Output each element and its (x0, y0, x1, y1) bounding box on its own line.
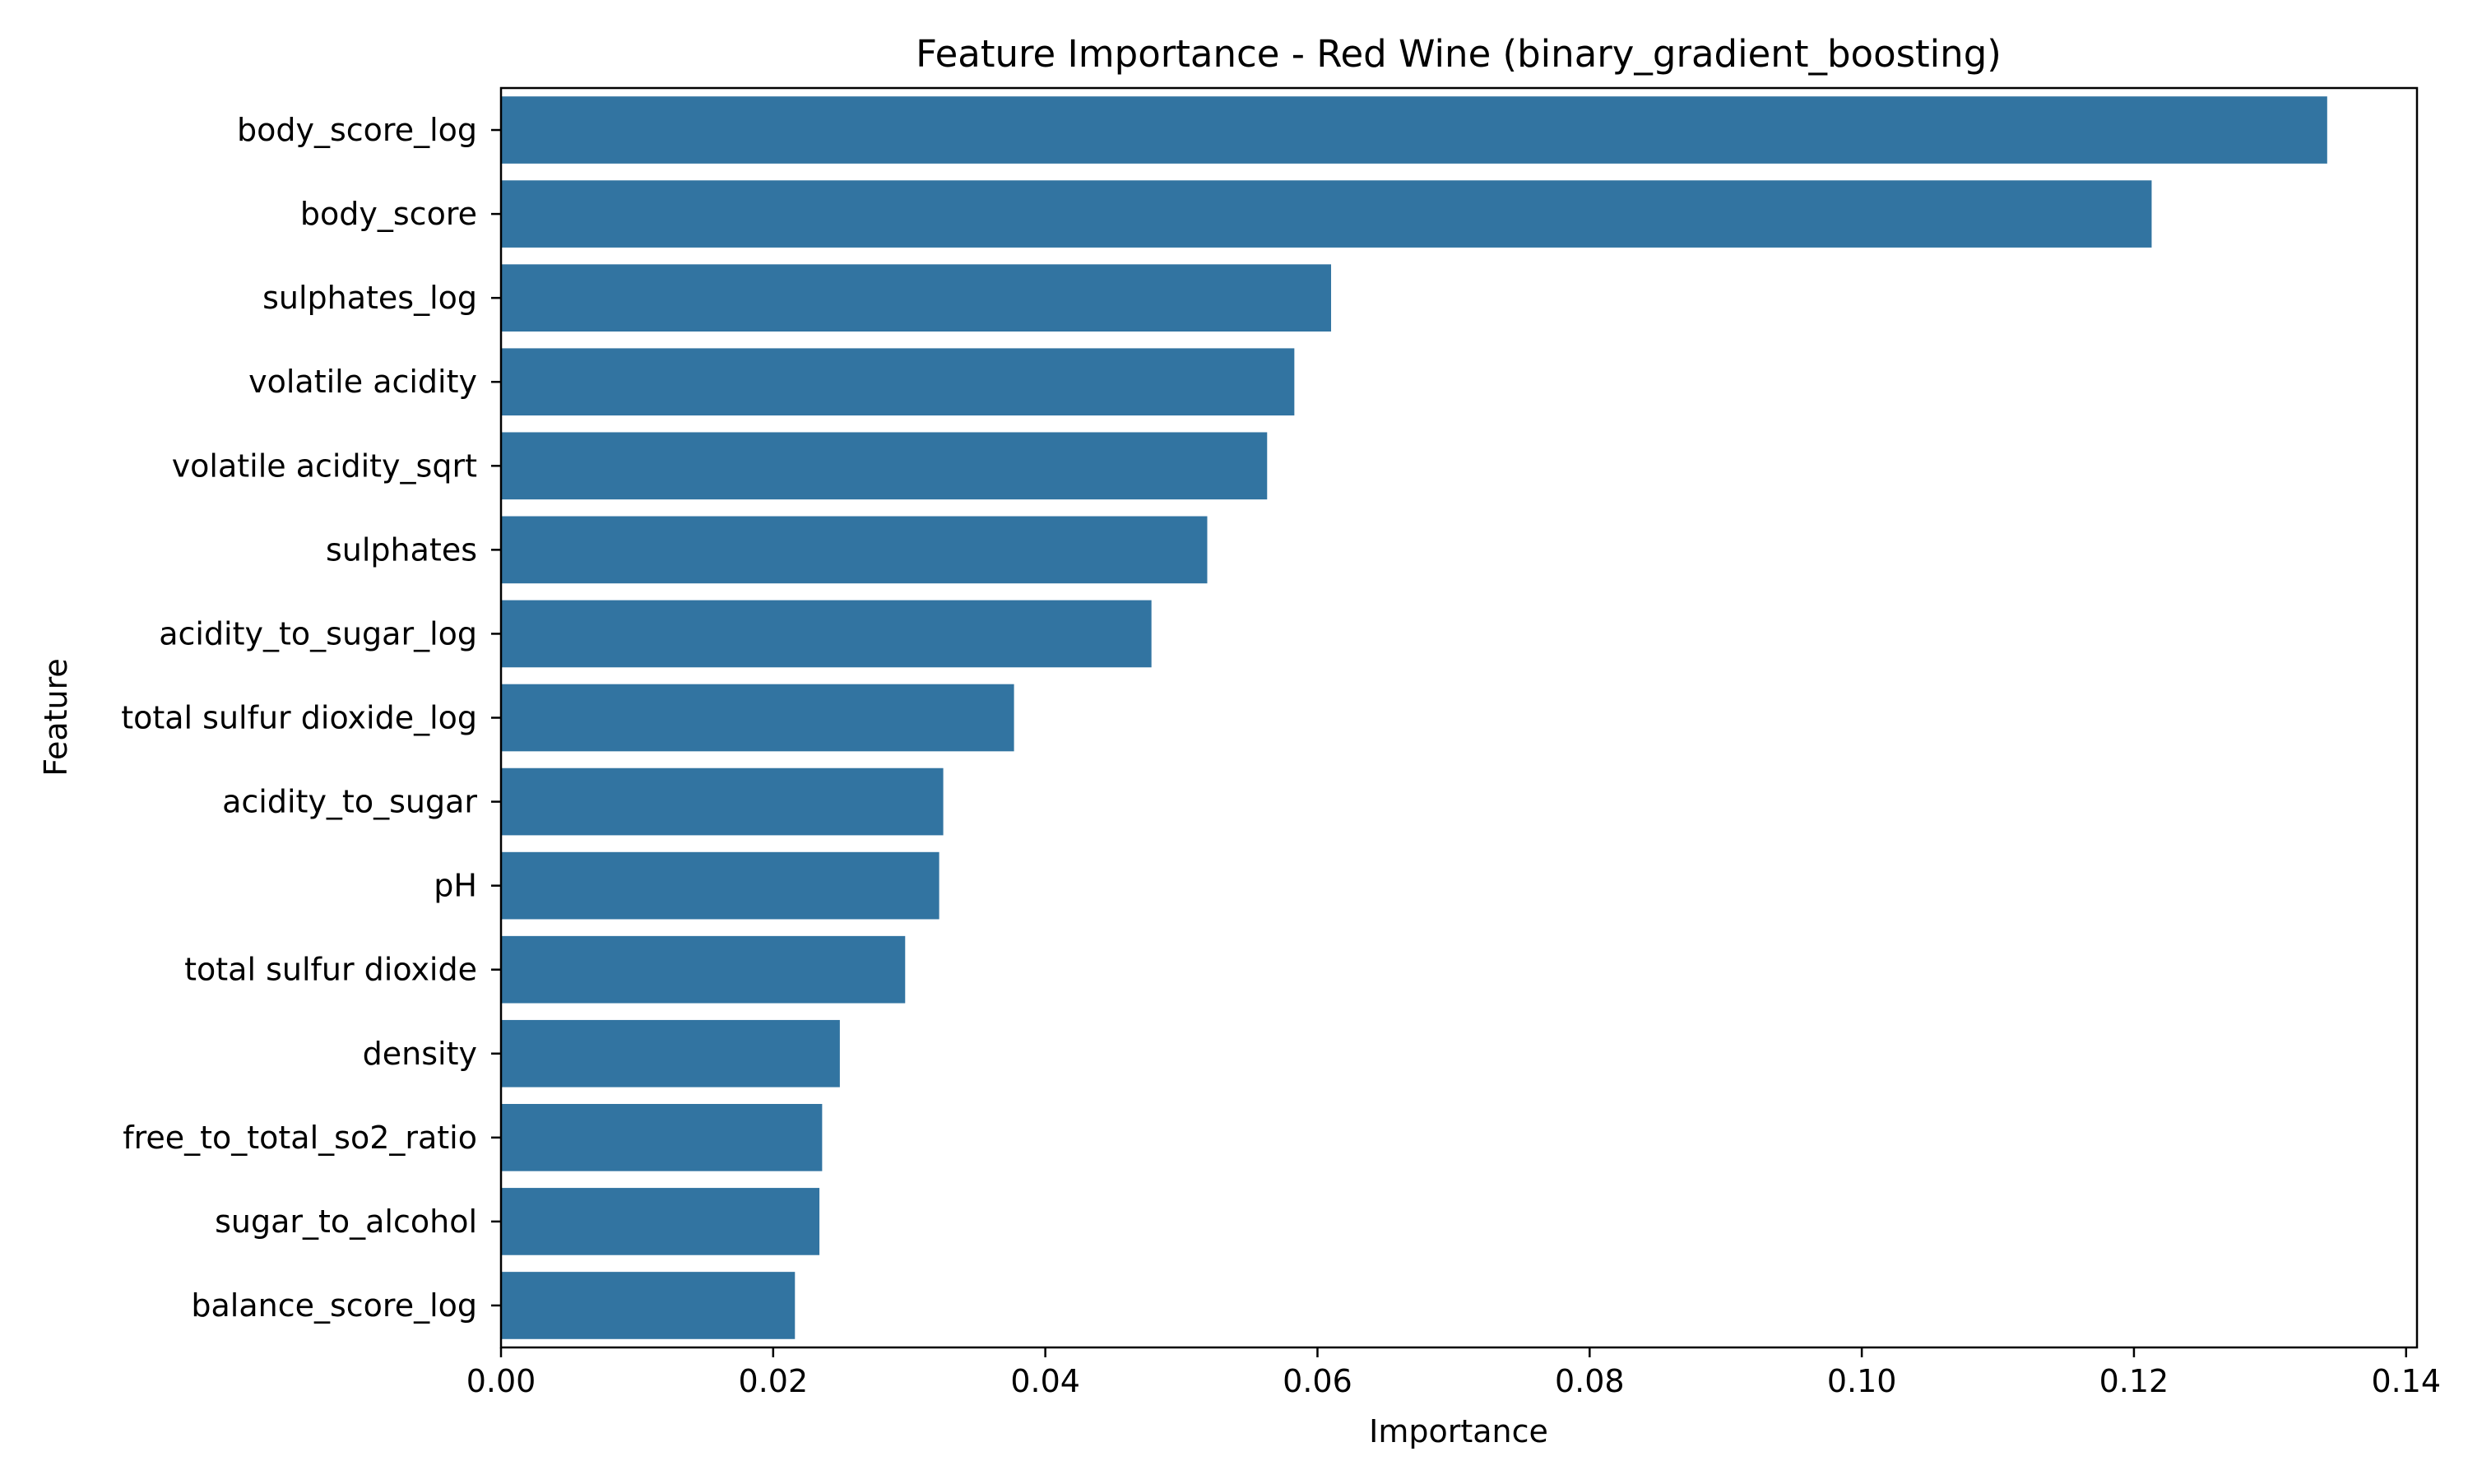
bars-layer (501, 96, 2327, 1339)
bar (501, 180, 2152, 248)
y-tick-label: body_score (300, 196, 477, 232)
x-tick-label: 0.00 (466, 1363, 536, 1399)
y-tick-label: total sulfur dioxide_log (121, 700, 477, 736)
bar (501, 1019, 840, 1087)
bar (501, 684, 1014, 752)
bar (501, 1188, 820, 1255)
bar (501, 516, 1208, 584)
bar (501, 600, 1152, 668)
bar (501, 935, 906, 1004)
y-tick-label: acidity_to_sugar_log (159, 615, 477, 652)
y-tick-label: total sulfur dioxide (184, 952, 477, 988)
x-axis-label: Importance (1369, 1413, 1548, 1449)
x-tick-label: 0.14 (2371, 1363, 2441, 1399)
bar (501, 264, 1332, 332)
y-axis-label: Feature (38, 658, 74, 777)
y-tick-label: sulphates_log (262, 280, 477, 316)
bar (501, 348, 1295, 416)
x-tick-label: 0.08 (1555, 1363, 1625, 1399)
y-tick-label: sulphates (326, 531, 477, 568)
chart-title: Feature Importance - Red Wine (binary_gr… (916, 32, 2002, 76)
y-tick-label: acidity_to_sugar (222, 784, 477, 820)
bar (501, 1104, 823, 1171)
x-axis-ticks: 0.00 0.02 0.04 0.06 0.08 0.10 0.12 0.14 (466, 1347, 2441, 1399)
y-tick-label: free_to_total_so2_ratio (123, 1120, 477, 1156)
x-tick-label: 0.10 (1827, 1363, 1897, 1399)
x-tick-label: 0.04 (1010, 1363, 1080, 1399)
bar (501, 96, 2327, 164)
y-tick-label: volatile acidity_sqrt (172, 448, 477, 484)
y-axis-ticks: body_score_log body_score sulphates_logvol… (121, 112, 501, 1324)
bar (501, 768, 944, 836)
y-tick-label: density (363, 1036, 477, 1072)
y-tick-label: sugar_to_alcohol (215, 1203, 477, 1240)
x-tick-label: 0.02 (739, 1363, 809, 1399)
y-tick-label: pH (434, 868, 477, 904)
x-tick-label: 0.06 (1283, 1363, 1352, 1399)
y-tick-label: volatile acidity (248, 364, 477, 400)
bar (501, 432, 1268, 500)
y-tick-label: balance_score_log (191, 1287, 477, 1324)
x-tick-label: 0.12 (2099, 1363, 2169, 1399)
y-tick-label: body_score_log (237, 112, 477, 148)
bar (501, 851, 939, 920)
bar (501, 1272, 796, 1339)
